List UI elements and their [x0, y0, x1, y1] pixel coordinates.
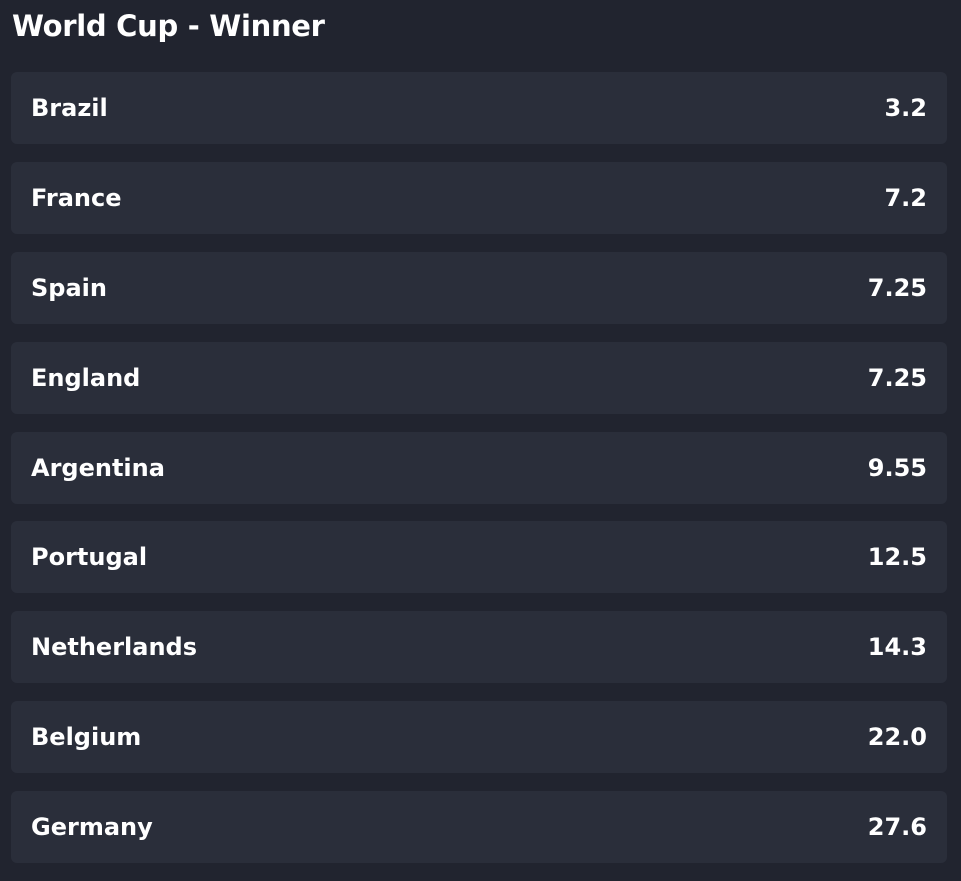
odds: 27.6: [867, 813, 927, 842]
team-name: Argentina: [31, 453, 165, 482]
team-name: Germany: [31, 813, 153, 842]
selection-row[interactable]: Germany 27.6: [11, 791, 947, 864]
odds: 7.2: [884, 183, 927, 212]
team-name: Netherlands: [31, 633, 198, 662]
market-title: World Cup - Winner: [12, 9, 325, 43]
team-name: France: [31, 183, 122, 212]
odds: 7.25: [867, 273, 927, 302]
selection-row[interactable]: Brazil 3.2: [11, 72, 947, 144]
odds: 7.25: [867, 363, 927, 392]
team-name: Portugal: [31, 543, 148, 572]
odds: 9.55: [867, 453, 927, 482]
odds: 22.0: [867, 723, 927, 752]
odds: 14.3: [867, 633, 927, 662]
selection-row[interactable]: Belgium 22.0: [11, 701, 947, 774]
selection-row[interactable]: Portugal 12.5: [11, 521, 947, 594]
selection-row[interactable]: Spain 7.25: [11, 251, 947, 324]
team-name: Brazil: [31, 94, 108, 122]
selection-list: Brazil 3.2 France 7.2 Spain 7.25 England 7.25 Ar…: [11, 72, 947, 881]
selection-row[interactable]: Argentina 9.55: [11, 431, 947, 504]
selection-row[interactable]: France 7.2: [11, 161, 947, 234]
selection-row[interactable]: England 7.25: [11, 341, 947, 414]
team-name: Belgium: [31, 723, 142, 752]
odds: 3.2: [884, 94, 927, 122]
team-name: Spain: [31, 273, 107, 302]
team-name: England: [31, 363, 141, 392]
odds: 12.5: [867, 543, 927, 572]
selection-row[interactable]: Netherlands 14.3: [11, 611, 947, 684]
